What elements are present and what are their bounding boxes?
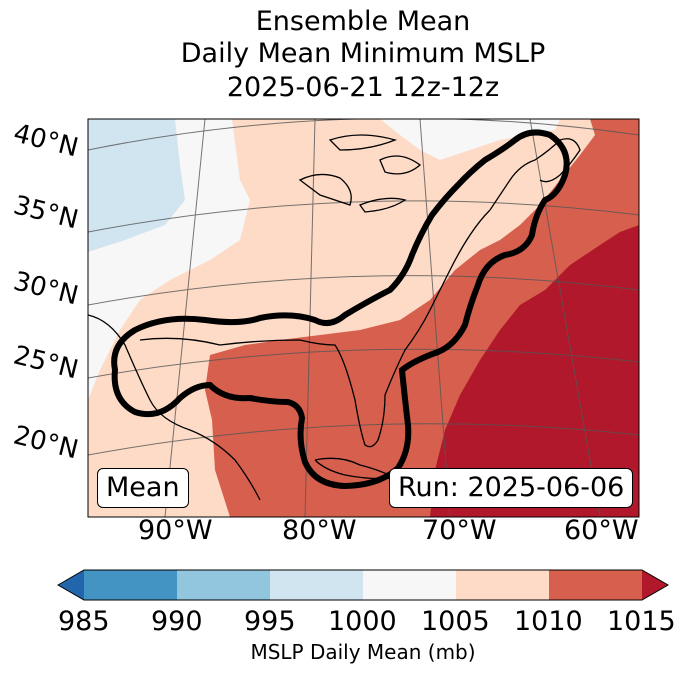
colorbar-extend-low [58,570,84,600]
gridline-lat-20 [88,423,639,456]
coast-gulf-us-east [139,209,491,448]
colorbar [56,569,670,601]
colorbar-segment-990-995 [177,570,270,600]
title-line-3: 2025-06-21 12z-12z [226,72,500,103]
lake-huron [379,155,422,175]
map-frame [87,118,640,518]
title-line-2: Daily Mean Minimum MSLP [180,38,546,69]
colorbar-tick-1010: 1010 [514,606,583,637]
lon-label-60: 60°W [564,515,639,546]
field-1000-1005-west [88,119,250,400]
run-date-box: Run: 2025-06-06 [389,468,634,508]
gridline-lat-25 [88,348,639,379]
gridline-lat-30 [88,275,639,306]
lon-label-70: 70°W [422,515,497,546]
field-1000-1005-north [380,119,560,160]
colorbar-label: MSLP Daily Mean (mb) [250,640,476,664]
colorbar-tick-1000: 1000 [328,606,397,637]
lake-erie [358,197,407,213]
colorbar-segment-1000-1005 [363,570,456,600]
colorbar-outline [56,569,670,601]
lon-label-90: 90°W [138,515,213,546]
lon-label-80: 80°W [282,515,357,546]
colorbar-segment-985-990 [84,570,177,600]
colorbar-extend-high [642,570,668,600]
colorbar-segment-995-1000 [270,570,363,600]
lake-superior [328,134,398,151]
colorbar-segment-1005-1010 [456,570,549,600]
colorbar-segment-1010-1015 [549,570,642,600]
colorbar-tick-985: 985 [58,606,110,637]
gridline-lon-60 [529,119,601,517]
colorbar-tick-1015: 1015 [607,606,676,637]
mean-box: Mean [97,468,189,508]
gridline-lon-70 [419,119,451,517]
gridline-lat-40 [88,119,639,151]
colorbar-tick-995: 995 [244,606,296,637]
colorbar-tick-990: 990 [151,606,203,637]
gridline-lat-35 [88,200,639,233]
title-line-1: Ensemble Mean [255,6,471,37]
ensemble-contour [111,129,570,490]
colorbar-tick-1005: 1005 [421,606,490,637]
field-995-1000 [88,119,185,252]
lake-michigan [298,173,352,206]
